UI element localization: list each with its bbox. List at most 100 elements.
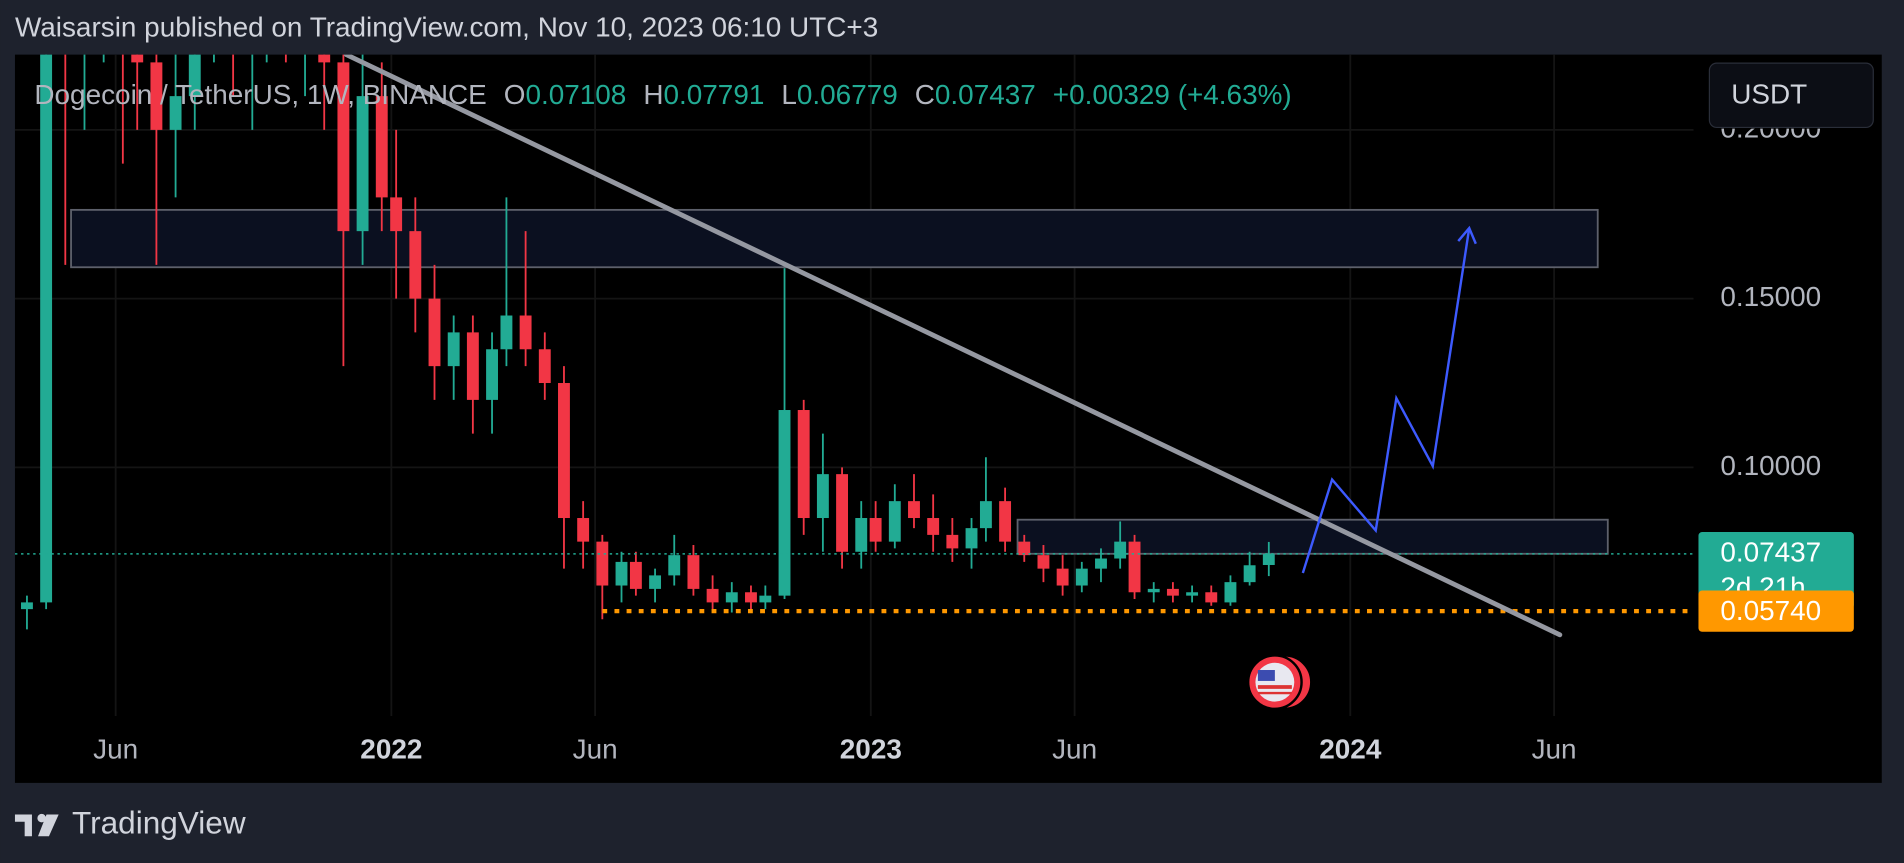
candle-body (1095, 558, 1107, 569)
candle-body (888, 501, 901, 542)
candle-body (908, 501, 920, 519)
candle-body (668, 555, 681, 576)
zone (70, 208, 1599, 269)
level-label: 0.05740 (1720, 595, 1821, 626)
candles (21, 54, 1275, 630)
candle-body (687, 555, 700, 589)
y-tick-label: 0.20000 (1720, 112, 1821, 143)
candle-body (1147, 588, 1160, 593)
legend-high: 0.07791 (663, 79, 764, 110)
candle-body (466, 332, 479, 400)
candle-body (188, 54, 201, 97)
candle-body (486, 349, 498, 400)
legend-l: L (781, 79, 797, 110)
x-tick-label: 2023 (840, 734, 902, 765)
currency-label: USDT (1731, 78, 1807, 109)
candle-body (927, 518, 940, 535)
candle-body (337, 62, 350, 232)
candle-body (629, 561, 642, 589)
candle-body (855, 518, 868, 552)
candle-body (519, 315, 532, 350)
candle-body (778, 410, 791, 596)
candle-body (500, 315, 513, 350)
candle-body (40, 54, 53, 603)
candle-body (725, 592, 738, 603)
x-tick-label: 2024 (1319, 734, 1382, 765)
chart-panel (14, 54, 1882, 783)
level-box (1698, 590, 1854, 632)
y-tick-label: 0.10000 (1720, 450, 1821, 481)
legend-close: 0.07437 (935, 79, 1036, 110)
candle-body (979, 501, 992, 529)
legend: Dogecoin / TetherUS, 1W, BINANCE O0.07108… (34, 79, 1291, 110)
x-tick-label: Jun (1532, 734, 1577, 765)
candle-body (1205, 592, 1218, 603)
candle-body (1243, 565, 1256, 583)
candle-body (1166, 588, 1179, 596)
candle-body (1056, 568, 1069, 586)
x-tick-label: 2022 (360, 734, 422, 765)
candle-body (999, 501, 1012, 542)
candle-body (615, 561, 628, 586)
candle-body (965, 528, 978, 549)
candle-body (21, 602, 33, 610)
candle-body (356, 96, 369, 232)
zone (1016, 518, 1609, 555)
footer-logo (14, 813, 59, 837)
candle-body (169, 96, 182, 130)
candle-body (745, 592, 757, 603)
axes: 0.20000 0.15000 0.10000 Jun 2022 Jun 2023 Jun 20… (93, 112, 1854, 765)
candle-body (131, 54, 144, 63)
candle-body (150, 62, 163, 130)
candle-body (375, 96, 388, 198)
candle-body (1075, 568, 1088, 586)
candle-body (428, 298, 441, 367)
candle-body (1114, 541, 1127, 559)
candle-body (816, 474, 829, 519)
candle-body (869, 518, 882, 542)
legend-h: H (643, 79, 663, 110)
header-title: Waisarsin published on TradingView.com, … (15, 12, 878, 43)
candle-body (759, 595, 772, 603)
candle-body (538, 349, 551, 384)
event-flag (1246, 654, 1313, 711)
candle-body (558, 383, 570, 519)
candle-body (946, 534, 959, 549)
candle-body (1186, 592, 1199, 596)
projection-arrowhead (1457, 225, 1477, 245)
legend-o: O (504, 79, 526, 110)
x-tick-label: Jun (1052, 734, 1097, 765)
candle-body (706, 588, 719, 603)
candle-body (390, 197, 403, 232)
candle-body (836, 474, 849, 552)
legend-c: C (915, 79, 935, 110)
candle-body (318, 54, 331, 63)
y-tick-label: 0.15000 (1720, 281, 1821, 312)
legend-change: +0.00329 (+4.63%) (1053, 79, 1292, 110)
candle-body (797, 410, 810, 519)
candle-body (577, 518, 590, 542)
currency-button[interactable] (1708, 62, 1874, 129)
last-price-label: 0.07437 (1720, 536, 1821, 567)
footer-brand: TradingView (72, 805, 246, 841)
candle-body (447, 332, 460, 367)
last-price-box (1698, 532, 1854, 609)
symbol: Dogecoin / TetherUS, 1W, BINANCE (34, 79, 486, 110)
trend-line (343, 54, 1563, 638)
x-tick-label: Jun (573, 734, 618, 765)
candle-body (1224, 582, 1237, 603)
legend-low: 0.06779 (797, 79, 898, 110)
projection-path (1301, 227, 1471, 574)
candle-body (649, 575, 662, 589)
candle-body (1128, 541, 1141, 593)
candle-body (1262, 553, 1275, 565)
x-tick-label: Jun (93, 734, 138, 765)
legend-open: 0.07108 (525, 79, 626, 110)
candle-body (1018, 541, 1031, 556)
candle-body (409, 231, 422, 299)
drawings (14, 54, 1694, 638)
candle-body (596, 541, 609, 586)
candle-body (1037, 555, 1050, 569)
